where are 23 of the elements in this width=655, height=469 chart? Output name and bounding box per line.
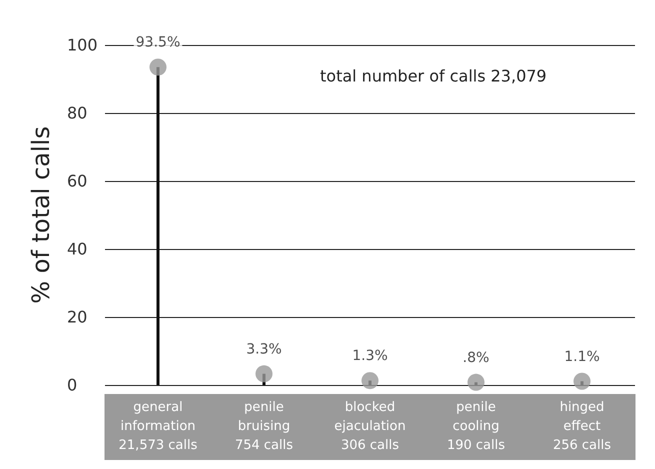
point [468, 374, 484, 391]
data-label: 1.3% [352, 348, 388, 364]
y-tick-label: 100 [67, 36, 98, 54]
x-tick-label: general information 21,573 calls [118, 400, 198, 453]
data-label: 3.3% [246, 341, 282, 358]
annotation: total number of calls 23,079 [320, 66, 547, 86]
point [150, 58, 166, 76]
x-tick-label: penile bruising 754 calls [234, 400, 294, 453]
data-label: .8% [462, 350, 490, 366]
y-tick-label: 80 [67, 104, 88, 122]
y-axis-title: % of total calls [27, 126, 55, 304]
point [574, 372, 590, 390]
point [256, 365, 272, 382]
x-tick-label: hinged effect 256 calls [552, 400, 612, 453]
y-tick-label: 20 [67, 308, 88, 326]
point [362, 372, 378, 390]
data-label: 93.5% [136, 34, 180, 51]
y-tick-label: 0 [67, 376, 78, 394]
x-tick-label: blocked ejaculation 306 calls [334, 400, 406, 453]
y-tick-label: 40 [67, 240, 88, 258]
data-label: 1.1% [564, 348, 600, 365]
x-tick-label: penile cooling 190 calls [446, 400, 506, 453]
y-tick-label: 60 [67, 172, 88, 190]
